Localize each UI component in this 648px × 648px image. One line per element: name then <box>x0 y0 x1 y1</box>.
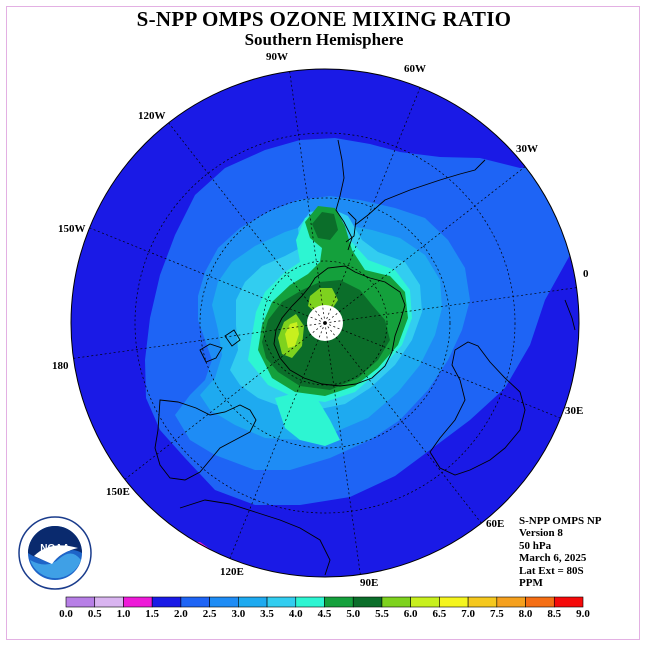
lon-label-0: 0 <box>583 268 589 280</box>
colorbar-tick-label: 0.5 <box>87 608 102 620</box>
colorbar-tick-label: 8.0 <box>518 608 533 620</box>
meridian-line <box>324 286 579 324</box>
lon-label-150e: 150E <box>106 486 130 498</box>
field-level-5-0-patch <box>312 212 338 240</box>
coastline-antarctica <box>273 265 406 387</box>
colorbar-tick-label: 5.5 <box>375 608 389 620</box>
meridian-line <box>324 322 362 577</box>
coastline-asia <box>179 499 331 576</box>
colorbar-tick-label: 1.5 <box>145 608 160 620</box>
field-level-4-0-patch-a <box>275 392 340 446</box>
info-version: Version 8 <box>519 527 563 540</box>
colorbar-tick-label: 6.5 <box>432 608 447 620</box>
coastline-australia <box>154 399 257 481</box>
meridian-line <box>83 225 326 324</box>
coastline-tierra-del-fuego <box>345 211 357 243</box>
meridian-line <box>324 322 486 529</box>
info-instrument: S-NPP OMPS NP <box>519 515 602 527</box>
coastline-new-zealand-south <box>199 343 223 363</box>
colorbar-tick-label: 3.5 <box>260 608 274 620</box>
meridian-line <box>71 322 326 360</box>
lon-label-150w: 150W <box>58 223 86 235</box>
meridian-line <box>324 81 423 324</box>
lon-label-30w: 30W <box>516 143 538 155</box>
latitude-circle <box>134 132 516 514</box>
latitude-circle <box>199 197 451 449</box>
colorbar-tick-label: 9.0 <box>576 608 590 620</box>
coastline-south-america <box>335 139 353 251</box>
lon-label-180: 180 <box>52 360 69 372</box>
colorbar-tick-label: 4.0 <box>288 608 303 620</box>
page-title: S-NPP OMPS OZONE MIXING RATIO <box>136 7 512 31</box>
coastline-atlantic <box>354 159 486 226</box>
latitude-circle <box>262 260 388 386</box>
lon-label-60w: 60W <box>404 63 426 75</box>
colorbar-tick-label: 6.0 <box>403 608 418 620</box>
info-level: 50 hPa <box>519 539 552 552</box>
info-lat-ext: Lat Ext = 80S <box>519 564 584 577</box>
colorbar-tick-label: 7.5 <box>489 608 504 620</box>
lon-label-60e: 60E <box>486 518 505 530</box>
colorbar-tick-label: 7.0 <box>461 608 475 620</box>
page-subtitle: Southern Hemisphere <box>244 30 404 49</box>
graticule <box>71 69 579 577</box>
colorbar-tick-label: 0.0 <box>59 608 73 620</box>
info-date: March 6, 2025 <box>519 552 587 565</box>
map-boundary <box>70 68 580 578</box>
colorbar-tick-label: 8.5 <box>547 608 562 620</box>
field-level-6-0-patch <box>285 322 299 348</box>
meridian-line <box>324 322 567 421</box>
info-block: S-NPP OMPS NP Version 8 50 hPa March 6, … <box>519 515 602 589</box>
info-units: PPM <box>519 577 543 590</box>
colorbar-tick-label: 3.0 <box>231 608 246 620</box>
lon-label-30e: 30E <box>565 405 584 417</box>
meridian-line <box>164 117 326 324</box>
colorbar-tick-label: 2.0 <box>174 608 188 620</box>
lon-label-90w: 90W <box>266 51 288 63</box>
coastline-new-zealand-north <box>224 329 241 347</box>
coastlines <box>154 139 576 576</box>
coastline-africa <box>429 341 526 476</box>
colorbar-tick-label: 1.0 <box>116 608 131 620</box>
lon-label-120e: 120E <box>220 566 244 578</box>
meridian-line <box>288 69 326 324</box>
meridian-line <box>227 322 326 565</box>
colorbar-tick-label: 5.0 <box>346 608 361 620</box>
coastline-south-america-east <box>564 299 576 331</box>
meridian-line <box>119 322 326 484</box>
plot-frame <box>6 6 640 640</box>
lon-label-120w: 120W <box>138 110 166 122</box>
meridian-line <box>324 162 531 324</box>
lon-label-90e: 90E <box>360 577 379 589</box>
colorbar-tick-label: 2.5 <box>202 608 217 620</box>
colorbar-tick-label: 4.5 <box>317 608 332 620</box>
